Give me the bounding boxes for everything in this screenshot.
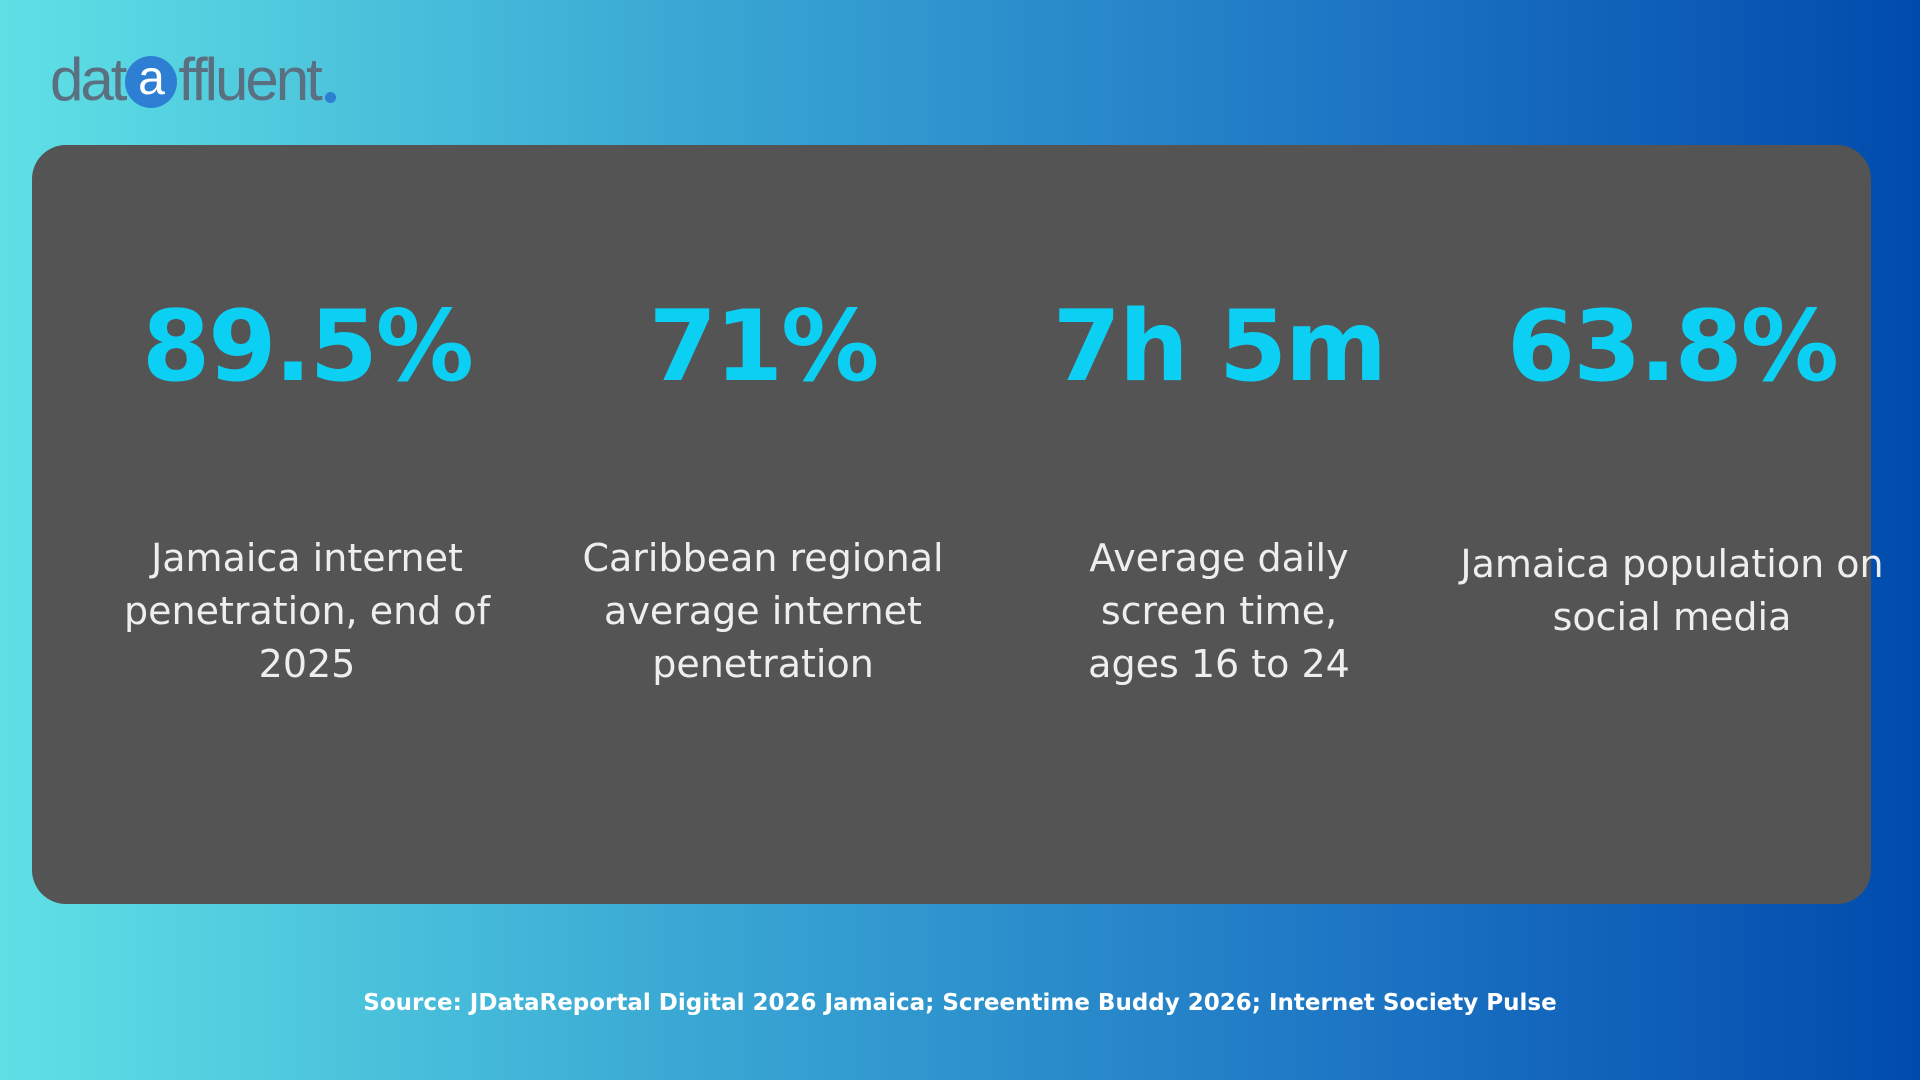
stat-value: 7h 5m xyxy=(1052,290,1387,404)
logo-dot-icon xyxy=(324,91,336,103)
stat-screen-time: 7h 5m Average daily screen time, ages 16… xyxy=(999,145,1439,904)
source-citation: Source: JDataReportal Digital 2026 Jamai… xyxy=(363,990,1557,1016)
logo-circle-icon: a xyxy=(125,55,178,108)
logo-text-suffix: ffluent xyxy=(178,45,322,113)
stat-value: 71% xyxy=(648,290,880,404)
stat-caribbean-average: 71% Caribbean regional average internet … xyxy=(543,145,983,904)
stat-label: Jamaica internet penetration, end of 202… xyxy=(123,536,490,686)
stat-label: Average daily screen time, ages 16 to 24 xyxy=(1088,536,1350,686)
stat-social-media: 63.8% Jamaica population on social media xyxy=(1452,145,1892,904)
stat-value: 63.8% xyxy=(1507,290,1839,404)
stat-label: Caribbean regional average internet pene… xyxy=(582,536,944,686)
stat-value: 89.5% xyxy=(142,290,474,404)
stat-internet-penetration: 89.5% Jamaica internet penetration, end … xyxy=(87,145,527,904)
logo-text-prefix: dat xyxy=(50,45,127,113)
stats-card: 89.5% Jamaica internet penetration, end … xyxy=(32,145,1884,904)
brand-logo: dat a ffluent xyxy=(50,44,336,114)
stat-label: Jamaica population on social media xyxy=(1460,542,1884,639)
